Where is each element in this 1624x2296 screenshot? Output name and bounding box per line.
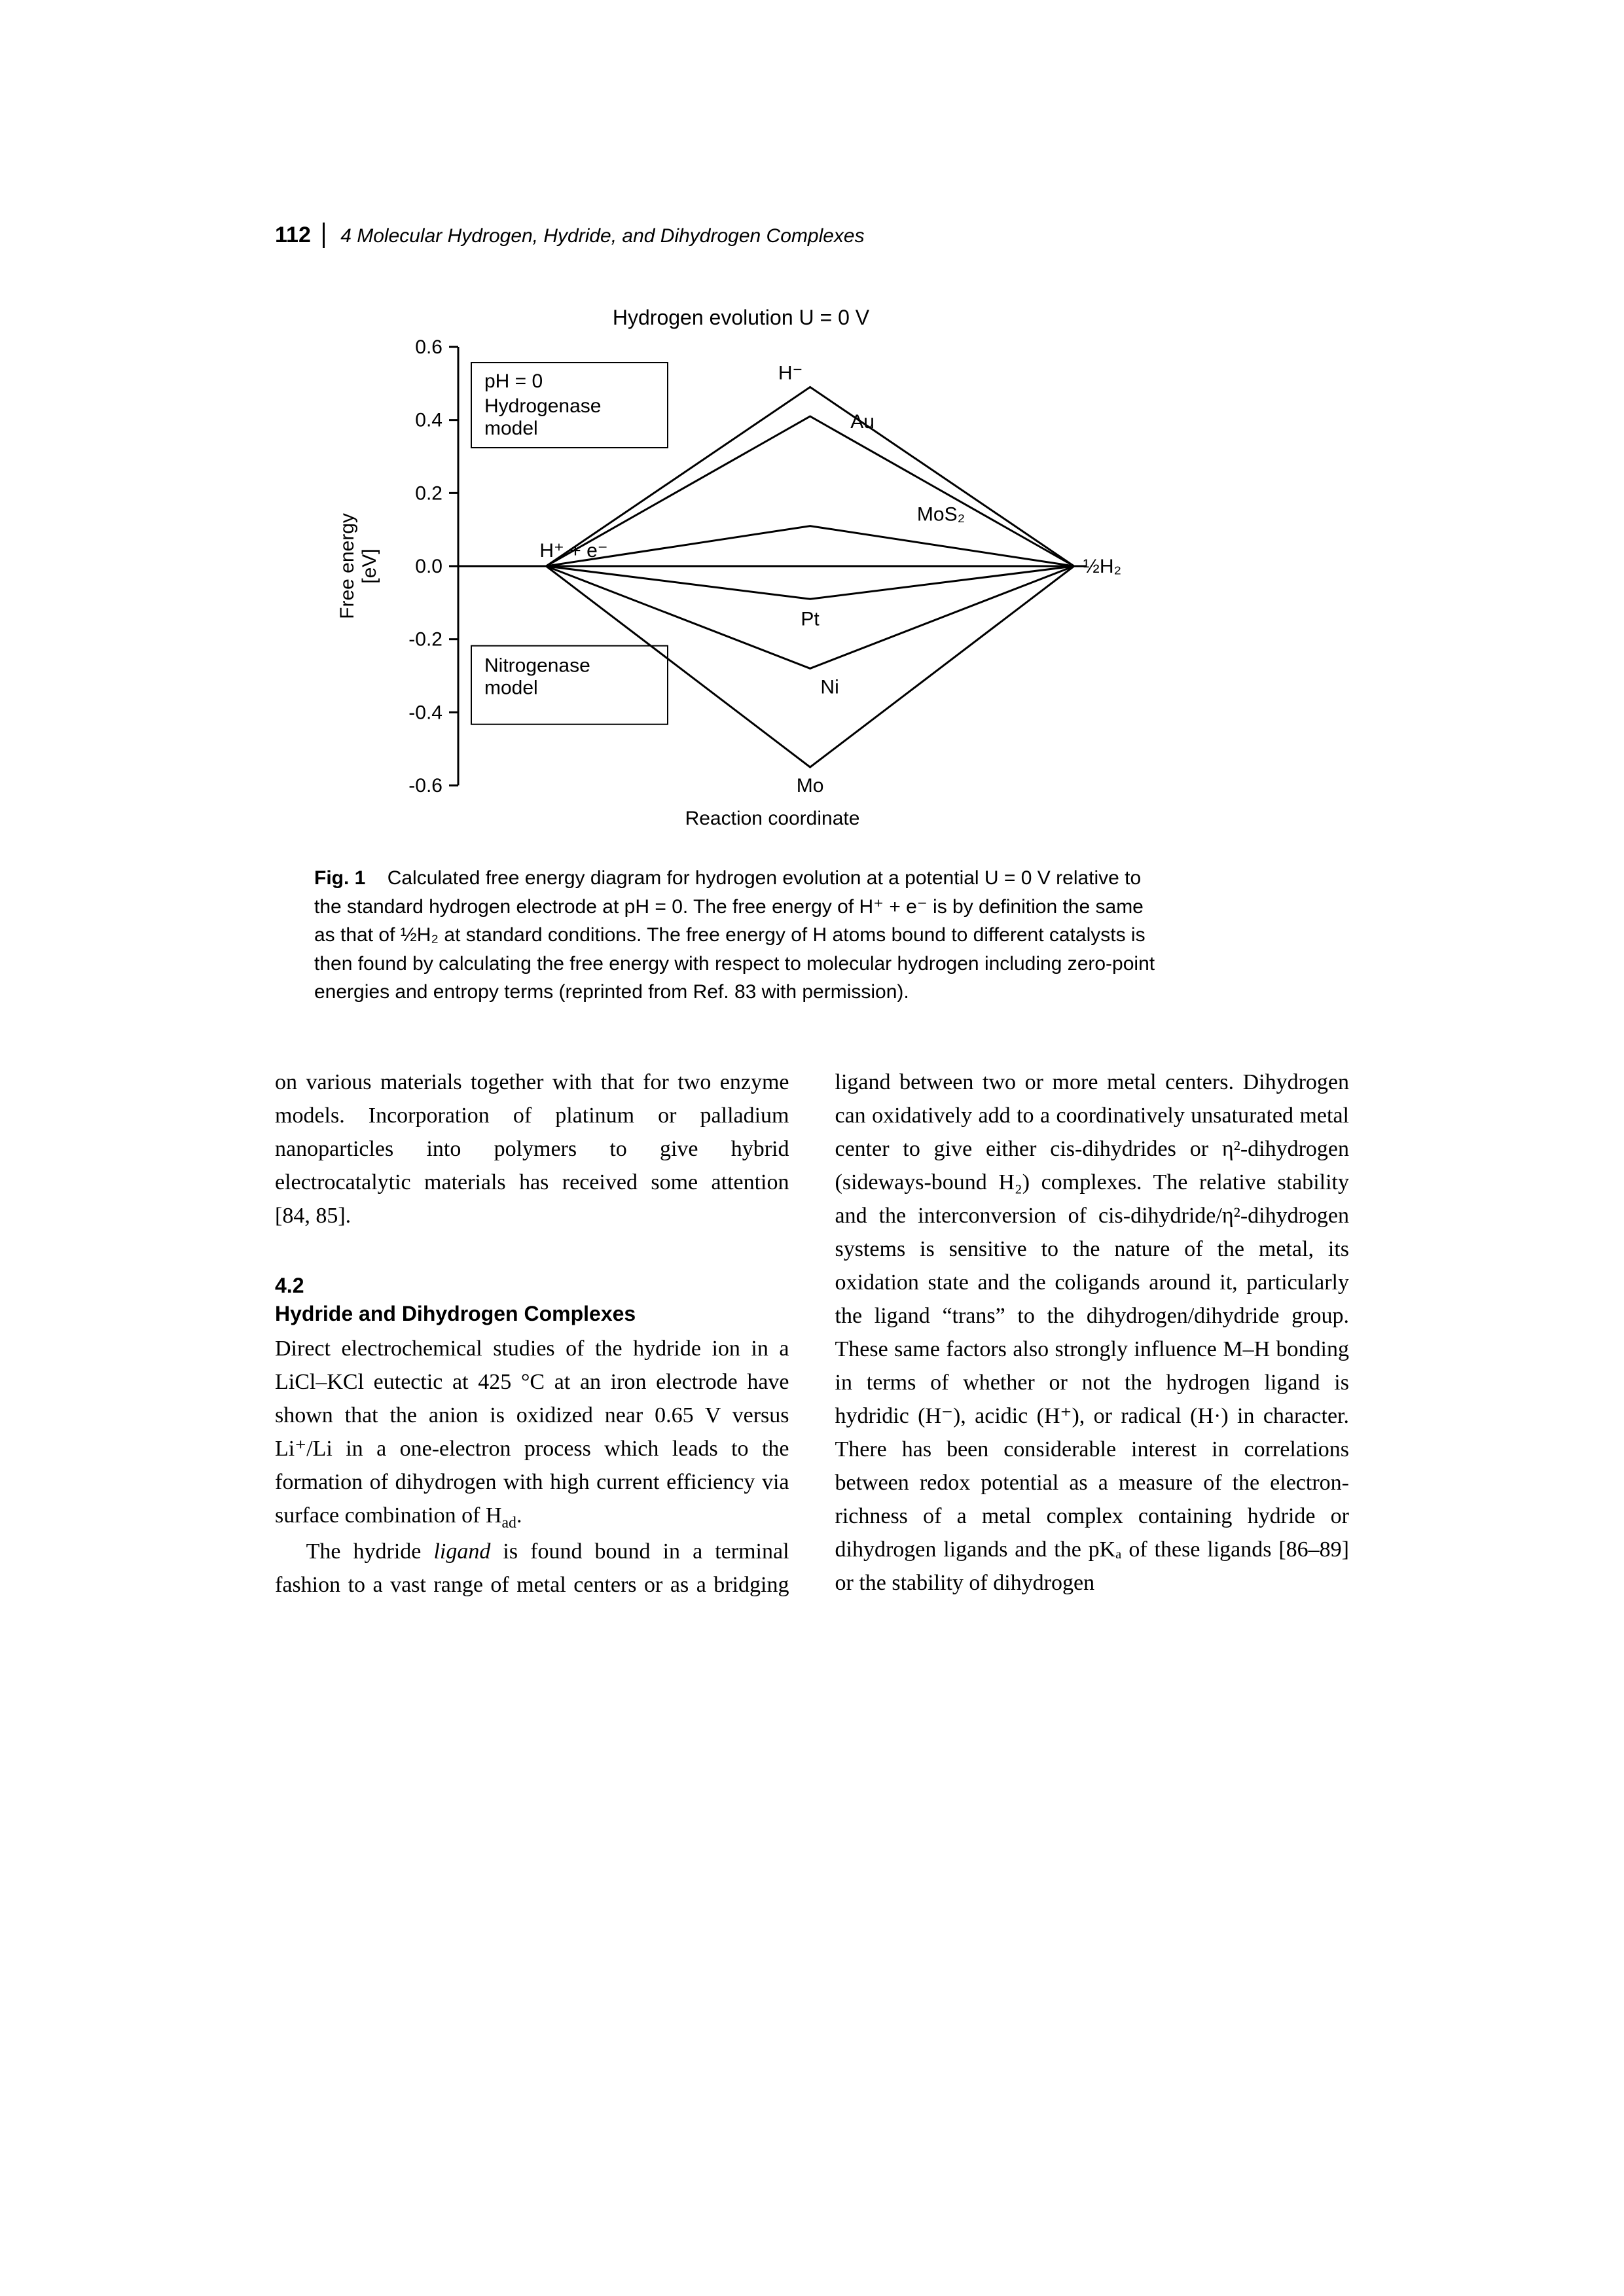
svg-text:model: model bbox=[484, 418, 538, 439]
svg-text:H⁺ + e⁻: H⁺ + e⁻ bbox=[539, 540, 607, 562]
body-text: . bbox=[516, 1503, 522, 1528]
section-heading: 4.2 Hydride and Dihydrogen Complexes bbox=[275, 1272, 789, 1328]
svg-text:MoS₂: MoS₂ bbox=[917, 504, 965, 526]
section-title: Hydride and Dihydrogen Complexes bbox=[275, 1302, 636, 1325]
figure-block: Hydrogen evolution U = 0 V -0.6 -0.4 -0.2 0.… bbox=[314, 301, 1349, 1007]
svg-text:0.2: 0.2 bbox=[415, 482, 442, 504]
svg-text:Nitrogenase: Nitrogenase bbox=[484, 655, 590, 677]
free-energy-chart: Hydrogen evolution U = 0 V -0.6 -0.4 -0.2 0.… bbox=[314, 301, 1165, 838]
figure-label: Fig. 1 bbox=[314, 867, 365, 889]
italic-term: ligand bbox=[433, 1539, 490, 1564]
figure-caption-text: Calculated free energy diagram for hydro… bbox=[314, 867, 1155, 1003]
body-text: The hydride bbox=[306, 1539, 434, 1564]
svg-text:0.0: 0.0 bbox=[415, 556, 442, 577]
chapter-title: 4 Molecular Hydrogen, Hydride, and Dihyd… bbox=[340, 225, 864, 247]
figure-caption: Fig. 1 Calculated free energy diagram fo… bbox=[314, 864, 1165, 1007]
svg-text:Ni: Ni bbox=[820, 676, 839, 698]
svg-text:Free energy: Free energy bbox=[336, 513, 358, 619]
running-head: 112 4 Molecular Hydrogen, Hydride, and D… bbox=[275, 223, 865, 248]
svg-text:-0.4: -0.4 bbox=[408, 702, 442, 723]
page-number: 112 bbox=[275, 223, 325, 248]
svg-text:½H₂: ½H₂ bbox=[1083, 556, 1121, 577]
subscript: ad bbox=[502, 1515, 516, 1532]
body-paragraph: Direct electrochemical studies of the hy… bbox=[275, 1332, 789, 1535]
svg-text:model: model bbox=[484, 677, 538, 699]
svg-text:Hydrogen evolution U = 0 V: Hydrogen evolution U = 0 V bbox=[613, 306, 870, 329]
svg-text:pH = 0: pH = 0 bbox=[484, 370, 543, 392]
svg-text:Mo: Mo bbox=[797, 775, 824, 797]
body-text: Direct electrochemical studies of the hy… bbox=[275, 1336, 789, 1528]
svg-text:0.4: 0.4 bbox=[415, 410, 442, 431]
body-columns: on various materials together with that … bbox=[275, 1066, 1349, 1602]
svg-text:[eV]: [eV] bbox=[359, 548, 380, 583]
svg-text:Reaction coordinate: Reaction coordinate bbox=[685, 808, 860, 829]
svg-text:Pt: Pt bbox=[801, 608, 820, 630]
svg-text:0.6: 0.6 bbox=[415, 336, 442, 358]
page: 112 4 Molecular Hydrogen, Hydride, and D… bbox=[0, 0, 1624, 2296]
body-paragraph: on various materials together with that … bbox=[275, 1066, 789, 1232]
section-number: 4.2 bbox=[275, 1272, 789, 1300]
svg-text:H⁻: H⁻ bbox=[778, 362, 803, 384]
svg-text:-0.6: -0.6 bbox=[408, 775, 442, 797]
svg-text:Hydrogenase: Hydrogenase bbox=[484, 395, 601, 417]
svg-text:-0.2: -0.2 bbox=[408, 629, 442, 651]
svg-text:Au: Au bbox=[850, 411, 875, 433]
